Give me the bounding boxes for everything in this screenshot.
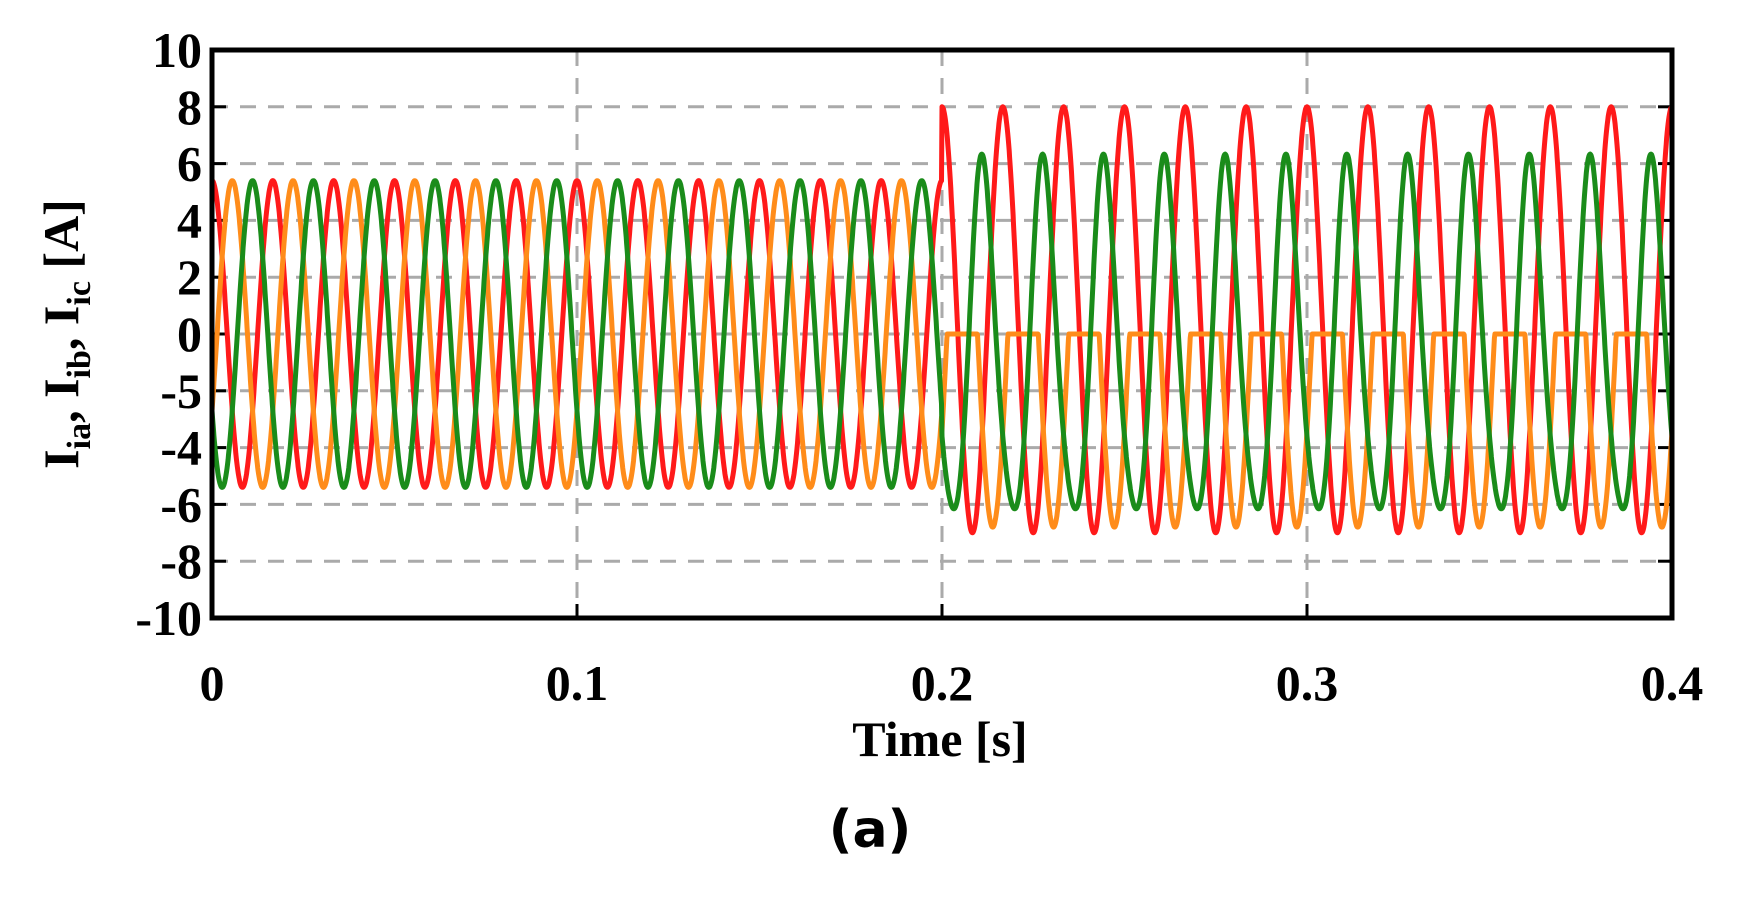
x-tick-labels: 0 0.1 0.2 0.3 0.4 bbox=[200, 655, 1704, 711]
y-tick-label: 10 bbox=[152, 22, 202, 78]
y-label-part-2: , I bbox=[33, 306, 89, 350]
y-label-sub-ib: ib bbox=[61, 350, 98, 378]
panel-label: (a) bbox=[828, 800, 912, 860]
y-label-part-3: [A] bbox=[33, 199, 89, 281]
y-tick-label: 2 bbox=[177, 249, 202, 305]
y-axis-label: Iia, Iib, Iic [A] bbox=[33, 199, 98, 469]
x-axis-label: Time [s] bbox=[852, 711, 1027, 767]
y-tick-label: -5 bbox=[160, 363, 202, 419]
y-tick-label: -10 bbox=[135, 590, 202, 646]
y-tick-label: 0 bbox=[177, 306, 202, 362]
y-tick-label: 4 bbox=[177, 192, 202, 248]
x-tick-label: 0.3 bbox=[1276, 655, 1339, 711]
series-line-I_ic bbox=[209, 151, 1675, 512]
y-tick-label: 6 bbox=[177, 136, 202, 192]
x-tick-label: 0.4 bbox=[1641, 655, 1704, 711]
y-label-sub-ic: ic bbox=[61, 281, 98, 306]
series-line-I_ia bbox=[210, 104, 1674, 536]
x-tick-label: 0.2 bbox=[911, 655, 974, 711]
y-label-part-1: , I bbox=[33, 378, 89, 422]
x-tick-label: 0 bbox=[200, 655, 225, 711]
x-tick-label: 0.1 bbox=[546, 655, 609, 711]
y-label-part-0: I bbox=[33, 449, 89, 468]
y-tick-label: -6 bbox=[160, 476, 202, 532]
series-group bbox=[209, 104, 1675, 536]
y-tick-label: -8 bbox=[160, 533, 202, 589]
y-tick-label: 8 bbox=[177, 79, 202, 135]
plot-frame bbox=[209, 47, 1675, 621]
y-label-sub-ia: ia bbox=[61, 423, 98, 449]
y-tick-label: -4 bbox=[160, 420, 202, 476]
